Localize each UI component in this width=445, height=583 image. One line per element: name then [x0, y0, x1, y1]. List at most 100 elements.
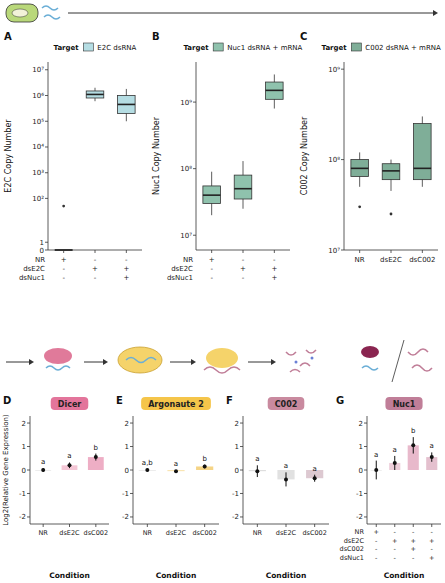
- x-tick: [95, 524, 96, 527]
- y-tick: [341, 159, 344, 160]
- y-tick-label: -2: [19, 513, 26, 521]
- y-axis-title: Nuc1 Copy Number: [152, 116, 161, 195]
- y-tick: [240, 470, 243, 471]
- arrow-line: [6, 362, 30, 363]
- condition-cell: -: [94, 274, 97, 282]
- x-tick-label: NR: [355, 256, 365, 264]
- significance-letter: b: [202, 455, 207, 463]
- y-tick-label: 2: [125, 420, 129, 428]
- y-tick-label: 10⁷: [180, 232, 192, 240]
- condition-cell: -: [412, 528, 415, 536]
- condition-cell: -: [125, 256, 128, 264]
- x-tick-label: dsE2C: [166, 529, 187, 537]
- x-tick-label: NR: [253, 529, 263, 537]
- y-tick-label: -2: [232, 513, 239, 521]
- y-tick-label: 1: [235, 443, 239, 451]
- condition-cell: +: [411, 545, 416, 553]
- y-tick: [341, 250, 344, 251]
- icon-rna: [46, 366, 70, 370]
- x-tick: [126, 250, 127, 253]
- condition-cell: -: [375, 545, 378, 553]
- legend-title: Target: [322, 44, 348, 52]
- y-tick-label: 0: [40, 247, 44, 255]
- arrow-line: [68, 13, 434, 14]
- significance-letter: a,b: [142, 459, 154, 467]
- marks: [203, 74, 283, 215]
- title-pill: [141, 397, 211, 410]
- arrow-line: [248, 362, 272, 363]
- y-tick-label: 10²: [32, 195, 44, 203]
- y-tick-label: -1: [356, 490, 363, 498]
- median: [118, 104, 136, 106]
- mean-point: [393, 461, 397, 465]
- x-tick: [257, 524, 258, 527]
- condition-row-label: NR: [355, 528, 365, 536]
- icon-cell: [6, 4, 38, 22]
- figure: AE2C Copy Number0110²10³10⁴10⁵10⁶10⁷Targ…: [0, 0, 445, 583]
- condition-cell: -: [273, 256, 276, 264]
- y-tick: [27, 423, 30, 424]
- condition-cell: -: [242, 256, 245, 264]
- panel-letter: B: [152, 31, 160, 42]
- condition-cell: -: [62, 265, 65, 273]
- mean-point: [284, 477, 288, 481]
- legend-label: Nuc1 dsRNA + mRNA: [227, 44, 302, 52]
- box: [382, 164, 400, 180]
- x-tick: [431, 524, 432, 527]
- outlier: [62, 205, 65, 208]
- arrow-head: [29, 359, 34, 365]
- median: [86, 94, 104, 96]
- x-tick: [359, 250, 360, 253]
- icon-protein: [361, 346, 379, 358]
- y-tick: [27, 516, 30, 517]
- panel-letter: F: [226, 395, 233, 406]
- legend-label: C002 dsRNA + mRNA: [365, 44, 441, 52]
- arrow-line: [84, 362, 104, 363]
- panel-title: C002: [275, 400, 298, 409]
- condition-cell: +: [271, 265, 277, 273]
- y-tick-label: -1: [232, 490, 239, 498]
- y-tick-label: 10⁵: [32, 118, 44, 126]
- y-tick: [27, 493, 30, 494]
- mean-point: [174, 469, 178, 473]
- y-tick-label: 10⁷: [32, 66, 44, 74]
- arrow-head: [433, 10, 438, 16]
- arrow-head: [191, 359, 196, 365]
- panel-letter: G: [336, 395, 344, 406]
- x-tick-label: NR: [143, 529, 153, 537]
- mean-point: [313, 476, 317, 480]
- median: [234, 188, 252, 190]
- y-tick: [45, 242, 48, 243]
- y-axis-line: [48, 62, 49, 250]
- panel-title: Dicer: [58, 400, 82, 409]
- icon-nucleus: [12, 9, 28, 17]
- x-tick-label: dsC002: [192, 529, 216, 537]
- x-tick-label: dsC002: [84, 529, 108, 537]
- significance-letter: a: [284, 462, 288, 470]
- box: [414, 124, 432, 180]
- panel-letter: C: [300, 31, 307, 42]
- condition-cell: -: [412, 554, 415, 562]
- panel-title: Argonaute 2: [148, 400, 204, 409]
- box: [86, 91, 104, 98]
- title-pill: [385, 397, 422, 410]
- x-tick: [63, 250, 64, 253]
- outlier: [358, 205, 361, 208]
- legend-label: E2C dsRNA: [97, 44, 136, 52]
- title-pill: [268, 397, 305, 410]
- arrow-head: [103, 359, 108, 365]
- y-tick: [364, 423, 367, 424]
- mean-point: [145, 468, 149, 472]
- y-tick-label: 2: [359, 420, 363, 428]
- panel-title: Nuc1: [393, 400, 416, 409]
- arrow-head: [271, 359, 276, 365]
- y-tick-label: -2: [356, 513, 363, 521]
- legend-swatch: [351, 43, 361, 51]
- arrow-line: [170, 362, 192, 363]
- condition-cell: +: [123, 274, 129, 282]
- condition-cell: +: [429, 554, 434, 562]
- title-pill: [51, 397, 89, 410]
- icon-fragments: [286, 350, 316, 372]
- condition-cell: -: [394, 554, 397, 562]
- outlier: [390, 213, 393, 216]
